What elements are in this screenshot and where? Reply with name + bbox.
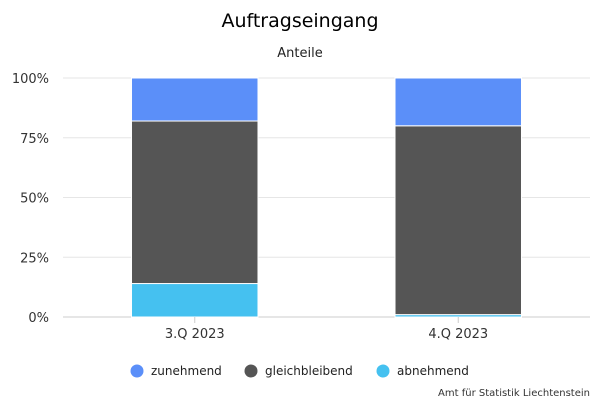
- credit[interactable]: Amt für Statistik Liechtenstein: [438, 388, 590, 399]
- legend-label: gleichbleibend: [265, 364, 353, 378]
- legend-item-abnehmend[interactable]: abnehmend: [376, 364, 469, 378]
- y-tick-label: 75%: [20, 132, 49, 147]
- x-tick-label: 4.Q 2023: [428, 327, 488, 342]
- bar-segment-zunehmend[interactable]: [394, 77, 522, 127]
- legend-marker: [376, 364, 390, 378]
- bar-segment-gleichbleibend[interactable]: [131, 120, 259, 285]
- legend-label: zunehmend: [151, 364, 222, 378]
- legend-marker: [130, 364, 144, 378]
- bars: [131, 77, 522, 318]
- y-tick-label: 100%: [12, 72, 49, 87]
- legend-item-zunehmend[interactable]: zunehmend: [130, 364, 222, 378]
- bar-segment-zunehmend[interactable]: [131, 77, 259, 122]
- bar-segment-abnehmend[interactable]: [131, 283, 259, 318]
- x-tick-label: 3.Q 2023: [165, 327, 225, 342]
- legend-label: abnehmend: [397, 364, 469, 378]
- legend: zunehmend gleichbleibend abnehmend: [130, 364, 469, 378]
- y-tick-label: 0%: [28, 311, 49, 326]
- y-tick-label: 50%: [20, 192, 49, 207]
- legend-marker: [244, 364, 258, 378]
- x-axis: 3.Q 2023 4.Q 2023: [165, 317, 488, 342]
- chart-title: Auftragseingang: [221, 10, 378, 32]
- chart-subtitle: Anteile: [277, 46, 322, 61]
- bar-segment-gleichbleibend[interactable]: [394, 125, 522, 316]
- y-tick-label: 25%: [20, 251, 49, 266]
- legend-item-gleichbleibend[interactable]: gleichbleibend: [244, 364, 353, 378]
- y-axis: 0% 25% 50% 75% 100%: [12, 72, 49, 326]
